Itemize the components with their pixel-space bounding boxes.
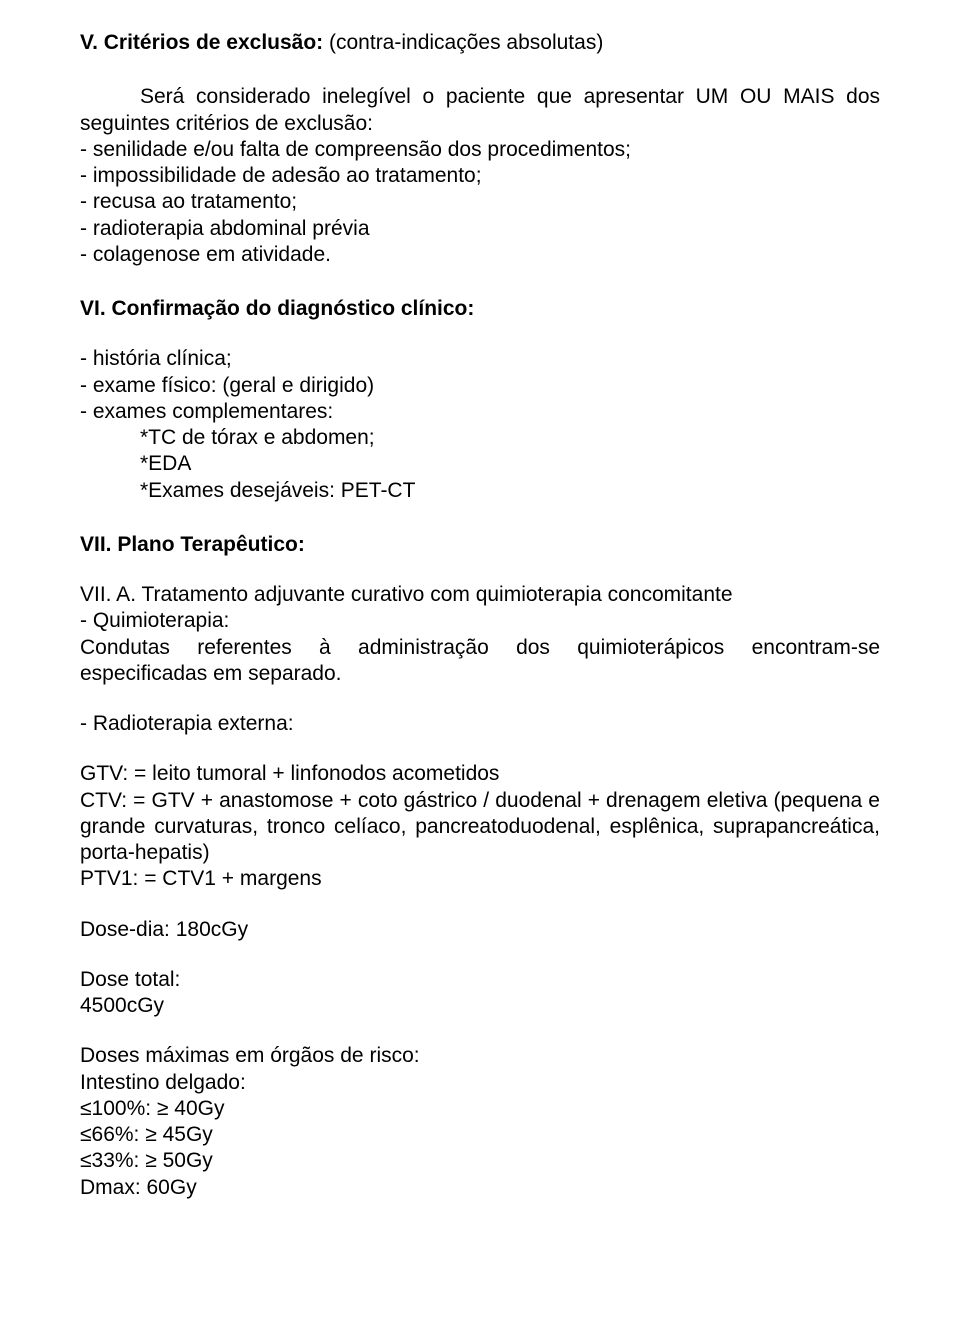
confirm-item: - exame físico: (geral e dirigido): [80, 373, 880, 399]
vii-a-line1: VII. A. Tratamento adjuvante curativo co…: [80, 582, 880, 608]
ctv: CTV: = GTV + anastomose + coto gástrico …: [80, 788, 880, 867]
exclusion-item: - radioterapia abdominal prévia: [80, 216, 880, 242]
section-5-heading: V. Critérios de exclusão: (contra-indica…: [80, 30, 880, 56]
rt-label: - Radioterapia externa:: [80, 711, 880, 737]
dose-total-value: 4500cGy: [80, 993, 880, 1019]
confirm-subitem: *TC de tórax e abdomen;: [80, 425, 880, 451]
section-5-intro: Será considerado inelegível o paciente q…: [80, 84, 880, 137]
confirm-subitem: *Exames desejáveis: PET-CT: [80, 478, 880, 504]
organ-label: Intestino delgado:: [80, 1070, 880, 1096]
confirm-subitem: *EDA: [80, 451, 880, 477]
ptv: PTV1: = CTV1 + margens: [80, 866, 880, 892]
dose-dia: Dose-dia: 180cGy: [80, 917, 880, 943]
section-5-title: V. Critérios de exclusão:: [80, 31, 323, 54]
document-page: V. Critérios de exclusão: (contra-indica…: [0, 0, 960, 1341]
gtv: GTV: = leito tumoral + linfonodos acomet…: [80, 761, 880, 787]
confirm-item: - exames complementares:: [80, 399, 880, 425]
section-7-heading: VII. Plano Terapêutico:: [80, 532, 880, 558]
doses-max-label: Doses máximas em órgãos de risco:: [80, 1043, 880, 1069]
exclusion-item: - colagenose em atividade.: [80, 242, 880, 268]
exclusion-item: - recusa ao tratamento;: [80, 189, 880, 215]
section-6-heading: VI. Confirmação do diagnóstico clínico:: [80, 296, 880, 322]
dose-total-label: Dose total:: [80, 967, 880, 993]
confirm-item: - história clínica;: [80, 346, 880, 372]
dose-limit: ≤33%: ≥ 50Gy: [80, 1148, 880, 1174]
dose-limit: ≤100%: ≥ 40Gy: [80, 1096, 880, 1122]
section-5-subtitle: (contra-indicações absolutas): [323, 31, 603, 54]
exclusion-item: - senilidade e/ou falta de compreensão d…: [80, 137, 880, 163]
vii-a-line3: Condutas referentes à administração dos …: [80, 635, 880, 688]
dose-limit: ≤66%: ≥ 45Gy: [80, 1122, 880, 1148]
exclusion-item: - impossibilidade de adesão ao tratament…: [80, 163, 880, 189]
dose-limit: Dmax: 60Gy: [80, 1175, 880, 1201]
vii-a-line2: - Quimioterapia:: [80, 608, 880, 634]
